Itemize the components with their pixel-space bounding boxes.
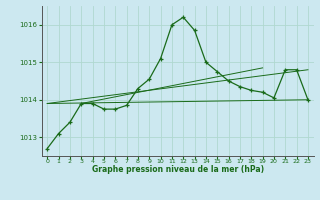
X-axis label: Graphe pression niveau de la mer (hPa): Graphe pression niveau de la mer (hPa) xyxy=(92,165,264,174)
